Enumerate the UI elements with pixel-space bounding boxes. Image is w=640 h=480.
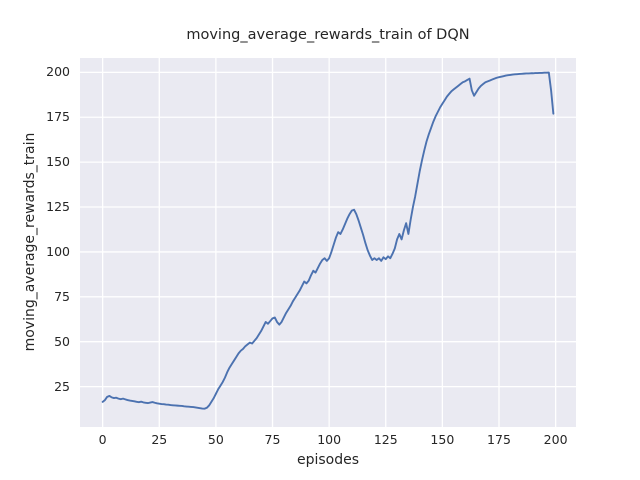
- x-tick-label: 200: [543, 432, 568, 447]
- axes-background: [80, 58, 576, 427]
- y-tick-label: 200: [46, 64, 70, 80]
- x-tick-label: 75: [264, 432, 281, 447]
- x-tick-label: 0: [98, 432, 107, 447]
- x-tick-label: 125: [373, 432, 398, 447]
- y-tick-label: 75: [54, 288, 70, 304]
- y-tick-label: 150: [46, 154, 70, 170]
- y-tick-label: 100: [46, 243, 70, 259]
- x-tick-label: 100: [317, 432, 342, 447]
- x-tick-label: 175: [487, 432, 511, 447]
- x-axis-label: episodes: [296, 452, 360, 468]
- x-tick-label: 50: [207, 432, 224, 447]
- y-tick-label: 125: [46, 199, 70, 215]
- chart-title: moving_average_rewards_train of DQN: [186, 27, 470, 43]
- line-chart: [80, 58, 576, 427]
- y-tick-label: 25: [54, 378, 70, 394]
- series-line: [101, 71, 555, 410]
- plot-area: [80, 58, 576, 427]
- y-tick-label: 175: [46, 109, 70, 125]
- y-tick-label: 50: [54, 333, 70, 349]
- x-tick-label: 25: [151, 432, 168, 447]
- y-axis-label: moving_average_rewards_train: [22, 132, 38, 352]
- x-tick-label: 150: [430, 432, 455, 447]
